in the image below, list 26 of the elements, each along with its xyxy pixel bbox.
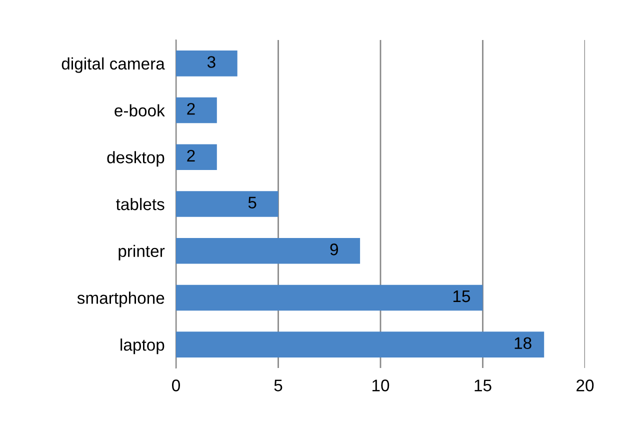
- y-tick-label: tablets: [116, 198, 164, 210]
- data-label: 9: [330, 244, 338, 256]
- x-tick-label: 0: [172, 380, 180, 392]
- y-tick-label: laptop: [120, 338, 164, 354]
- bar: [176, 332, 544, 358]
- bar: [176, 191, 278, 217]
- bar: [176, 97, 217, 124]
- data-label: 2: [187, 102, 195, 115]
- data-label: 2: [187, 150, 195, 162]
- bar: [176, 144, 217, 170]
- data-label: 3: [207, 56, 216, 68]
- data-label: 18: [514, 337, 532, 350]
- x-tick-label: 5: [274, 380, 282, 392]
- y-tick-label: e-book: [114, 104, 165, 116]
- x-tick-label: 15: [474, 380, 492, 392]
- data-label: 15: [453, 290, 470, 302]
- bar: [176, 238, 360, 264]
- bar: [176, 284, 483, 311]
- y-tick-label: digital camera: [62, 57, 165, 73]
- x-tick-label: 10: [372, 380, 390, 392]
- data-label: 5: [248, 196, 256, 208]
- y-tick-label: smartphone: [77, 292, 164, 308]
- bar: [176, 50, 238, 76]
- y-tick-label: desktop: [107, 151, 164, 167]
- y-tick-label: printer: [118, 244, 165, 260]
- x-tick-label: 20: [576, 380, 594, 392]
